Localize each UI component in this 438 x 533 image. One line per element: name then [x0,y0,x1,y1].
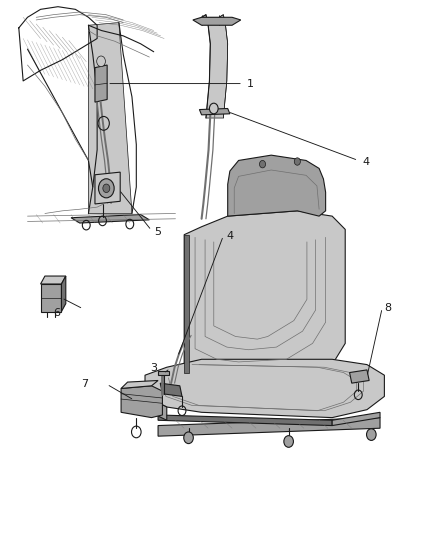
Polygon shape [228,155,325,216]
Text: 3: 3 [150,364,157,373]
Polygon shape [201,14,228,118]
Polygon shape [350,370,369,383]
Polygon shape [41,284,61,312]
Circle shape [103,184,110,192]
Text: 1: 1 [247,78,254,88]
Polygon shape [184,211,345,386]
Text: 6: 6 [53,308,60,318]
Circle shape [259,160,265,168]
Polygon shape [158,372,169,375]
Polygon shape [160,383,182,397]
Polygon shape [184,235,188,373]
Polygon shape [158,415,332,425]
Text: 5: 5 [155,227,162,237]
Text: 4: 4 [226,231,233,241]
Polygon shape [121,381,158,389]
Circle shape [284,435,293,447]
Circle shape [99,179,114,198]
Polygon shape [332,413,380,425]
Polygon shape [41,276,66,284]
Text: 4: 4 [363,157,370,166]
Circle shape [367,429,376,440]
Circle shape [184,432,193,443]
Polygon shape [121,386,162,418]
Polygon shape [88,22,132,214]
Polygon shape [95,172,120,204]
Text: 7: 7 [81,379,88,389]
Circle shape [97,56,106,67]
Polygon shape [145,359,385,418]
Polygon shape [71,215,149,223]
Polygon shape [95,65,107,102]
Polygon shape [145,397,167,420]
Polygon shape [193,17,241,25]
Text: 8: 8 [385,303,392,313]
Polygon shape [61,276,66,312]
Polygon shape [199,109,230,115]
Circle shape [294,158,300,165]
Polygon shape [158,418,380,436]
Circle shape [209,103,218,114]
